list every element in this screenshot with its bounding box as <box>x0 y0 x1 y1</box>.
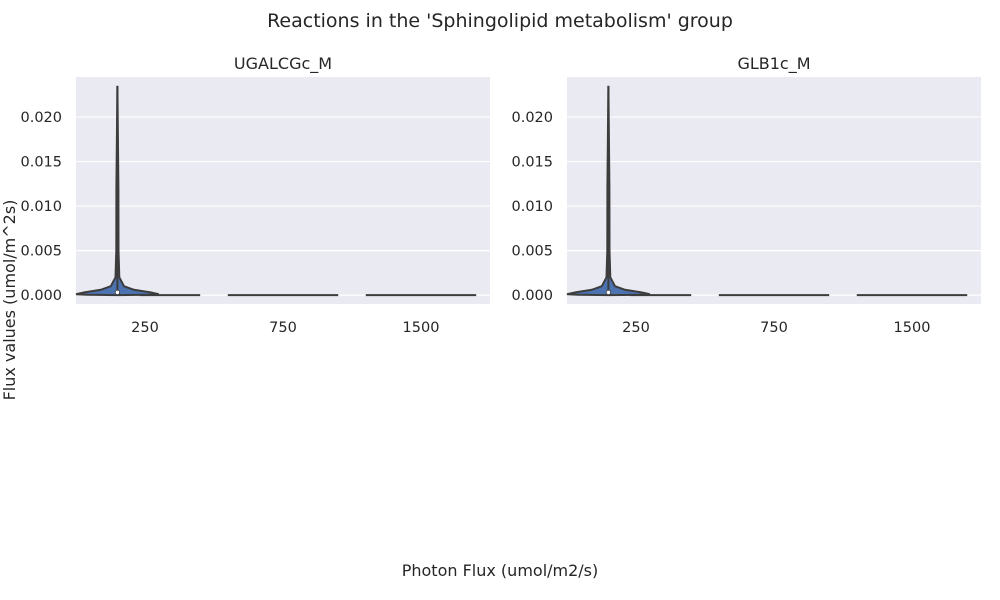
plot-area <box>567 77 981 304</box>
median-marker <box>606 290 611 295</box>
plot-area <box>76 77 490 304</box>
y-tick-label: 0.020 <box>20 110 62 126</box>
y-tick-label: 0.000 <box>511 288 553 304</box>
x-tick-label: 1500 <box>403 320 440 336</box>
y-tick-label: 0.015 <box>511 155 553 171</box>
panels: 0.000 0.005 0.010 0.015 0.020 UGALCGc_M 250 750… <box>20 54 981 336</box>
y-tick-label: 0.010 <box>20 199 62 215</box>
y-tick-label: 0.015 <box>20 155 62 171</box>
y-axis-label: Flux values (umol/m^2s) <box>0 200 19 401</box>
y-tick-label: 0.020 <box>511 110 553 126</box>
x-axis-label: Photon Flux (umol/m2/s) <box>402 561 599 580</box>
y-tick-label: 0.005 <box>20 244 62 260</box>
median-marker <box>115 290 120 295</box>
subplot-2: 0.000 0.005 0.010 0.015 0.020 GLB1c_M 250 750 15… <box>511 54 981 336</box>
x-tick-label: 750 <box>760 320 788 336</box>
chart-title: Reactions in the 'Sphingolipid metabolis… <box>267 10 733 32</box>
x-tick-label: 750 <box>269 320 297 336</box>
y-tick-label: 0.000 <box>20 288 62 304</box>
x-tick-label: 250 <box>622 320 650 336</box>
x-tick-label: 250 <box>131 320 159 336</box>
subplot-1: 0.000 0.005 0.010 0.015 0.020 UGALCGc_M 250 750… <box>20 54 490 336</box>
y-tick-label: 0.005 <box>511 244 553 260</box>
y-tick-label: 0.010 <box>511 199 553 215</box>
x-tick-label: 1500 <box>894 320 931 336</box>
subplot-title: UGALCGc_M <box>234 54 332 74</box>
subplot-title: GLB1c_M <box>737 54 810 74</box>
